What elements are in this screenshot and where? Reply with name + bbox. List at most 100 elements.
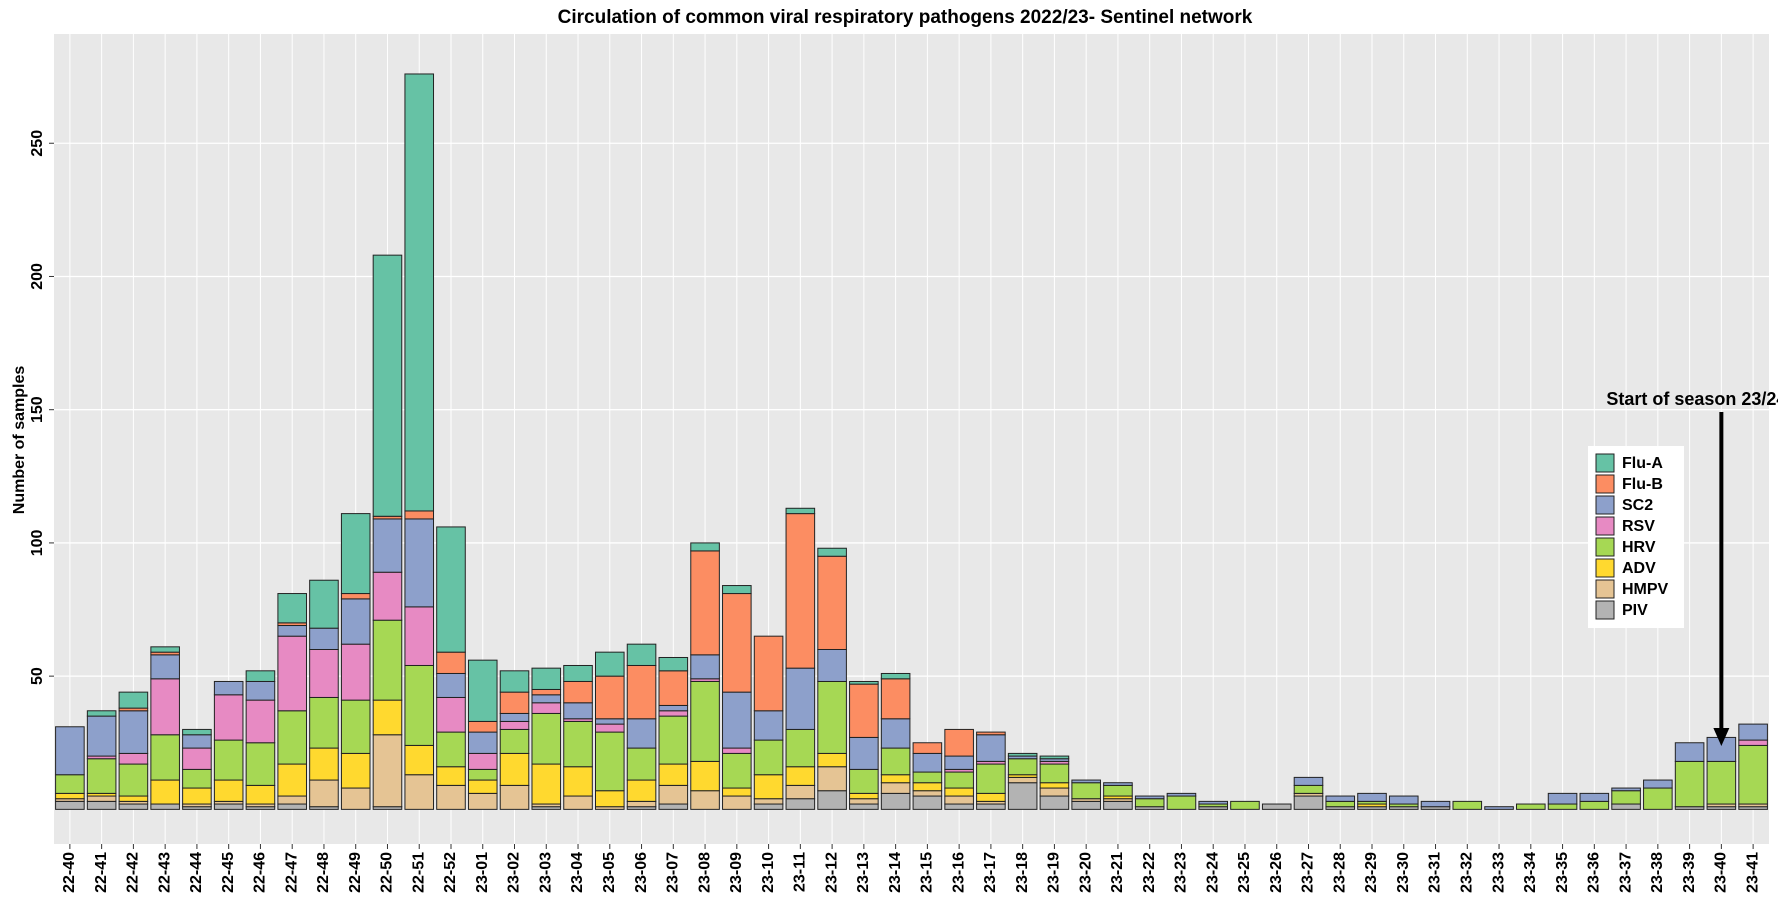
bar-segment [467, 720, 498, 733]
bar-segment [722, 752, 752, 789]
bar-segment [1516, 803, 1546, 810]
bar-segment [753, 798, 784, 805]
bar-segment [245, 699, 276, 744]
bar-segment [340, 513, 371, 595]
bar-segment [912, 795, 943, 810]
bar-segment [880, 774, 911, 784]
bar-segment [1420, 800, 1451, 808]
bar-segment [1103, 782, 1133, 786]
x-tick-label: 23-12 [823, 852, 840, 893]
bar-segment [563, 702, 593, 720]
bar-segment [658, 784, 689, 805]
bar-segment [626, 800, 657, 808]
legend-swatch [1595, 558, 1615, 578]
x-tick-label: 22-50 [379, 852, 396, 893]
bar-segment [118, 710, 149, 754]
bar-segment [467, 752, 498, 770]
bar-segment [658, 803, 689, 810]
bar-segment [86, 800, 117, 810]
legend-swatch [1595, 537, 1615, 557]
x-tick-label: 22-41 [93, 852, 110, 893]
bar-segment [785, 798, 816, 810]
bar-segment [1071, 800, 1101, 810]
bar-segment [182, 747, 212, 770]
plot-background [54, 34, 1769, 844]
bar-segment [817, 648, 847, 682]
bar-segment [150, 646, 180, 653]
bar-segment [912, 790, 943, 797]
bar-segment [1039, 763, 1070, 784]
bar-segment [531, 688, 562, 696]
legend-label: PIV [1622, 602, 1648, 619]
bar-segment [531, 712, 562, 765]
x-tick-label: 23-34 [1522, 852, 1539, 893]
bar-segment [563, 795, 593, 810]
bar-segment [340, 699, 371, 754]
bar-segment [1293, 776, 1324, 786]
labels: 50 100 150 200 250 22-40 22-41 22-42 22-43 22-44 2… [29, 130, 1778, 893]
x-tick-label: 23-32 [1459, 852, 1476, 893]
bar-segment [658, 763, 689, 786]
bar-segment [594, 723, 625, 733]
bar-segment [467, 731, 498, 754]
x-tick-label: 23-25 [1236, 852, 1253, 893]
bar-segment [55, 792, 85, 800]
bar-segment [182, 734, 212, 749]
annotation-arrowhead [1713, 728, 1730, 746]
bar-segment [817, 790, 847, 810]
bar-segment [626, 643, 657, 666]
bar-segment [658, 670, 689, 706]
x-tick-label: 23-28 [1331, 852, 1348, 893]
bar-segment [1261, 803, 1292, 810]
bar-segment [1738, 739, 1768, 746]
bar-segment [1579, 800, 1610, 810]
legend-swatch [1595, 516, 1615, 536]
bar-segment [944, 771, 974, 789]
bar-segment [86, 715, 117, 757]
x-tick-label: 23-20 [1077, 852, 1094, 893]
bar-segment [55, 774, 85, 794]
bars [55, 73, 1768, 810]
bar-segment [849, 803, 879, 810]
bar-segment [1547, 803, 1578, 810]
bar-segment [722, 691, 752, 749]
x-tick-label: 23-27 [1300, 852, 1317, 893]
bar-segment [1643, 779, 1673, 789]
bar-segment [658, 656, 689, 672]
bar-segment [626, 664, 657, 720]
bar-segment [55, 726, 85, 776]
bar-segment [817, 547, 847, 557]
bar-segment [594, 675, 625, 720]
x-tick-label: 23-10 [760, 852, 777, 893]
x-tick-label: 22-52 [442, 852, 459, 893]
bar-segment [55, 800, 85, 810]
bar-segment [563, 720, 593, 768]
bar-segment [722, 593, 752, 693]
bar-segment [944, 795, 974, 805]
bar-segment [372, 254, 403, 517]
bar-segment [976, 763, 1006, 794]
x-tick-label: 23-02 [506, 852, 523, 893]
bar-segment [880, 782, 911, 794]
x-tick-label: 23-37 [1617, 852, 1634, 893]
bar-segment [690, 760, 720, 792]
bar-segment [880, 792, 911, 810]
x-tick-label: 23-15 [919, 852, 936, 893]
bar-segment [277, 795, 307, 805]
bar-segment [976, 731, 1006, 736]
x-tick-label: 22-48 [315, 852, 332, 893]
bar-segment [499, 712, 530, 722]
bar-segment [849, 683, 879, 738]
bar-segment [372, 518, 403, 573]
bar-segment [277, 625, 307, 637]
bar-segment [658, 704, 689, 712]
y-tick-label: 250 [29, 130, 46, 157]
x-tick-label: 23-21 [1109, 852, 1126, 893]
bar-segment [86, 795, 117, 802]
x-tick-label: 23-14 [887, 852, 904, 893]
bar-segment [753, 803, 784, 810]
bar-segment [436, 731, 466, 768]
bar-segment [182, 728, 212, 736]
x-tick-label: 22-42 [125, 852, 142, 893]
